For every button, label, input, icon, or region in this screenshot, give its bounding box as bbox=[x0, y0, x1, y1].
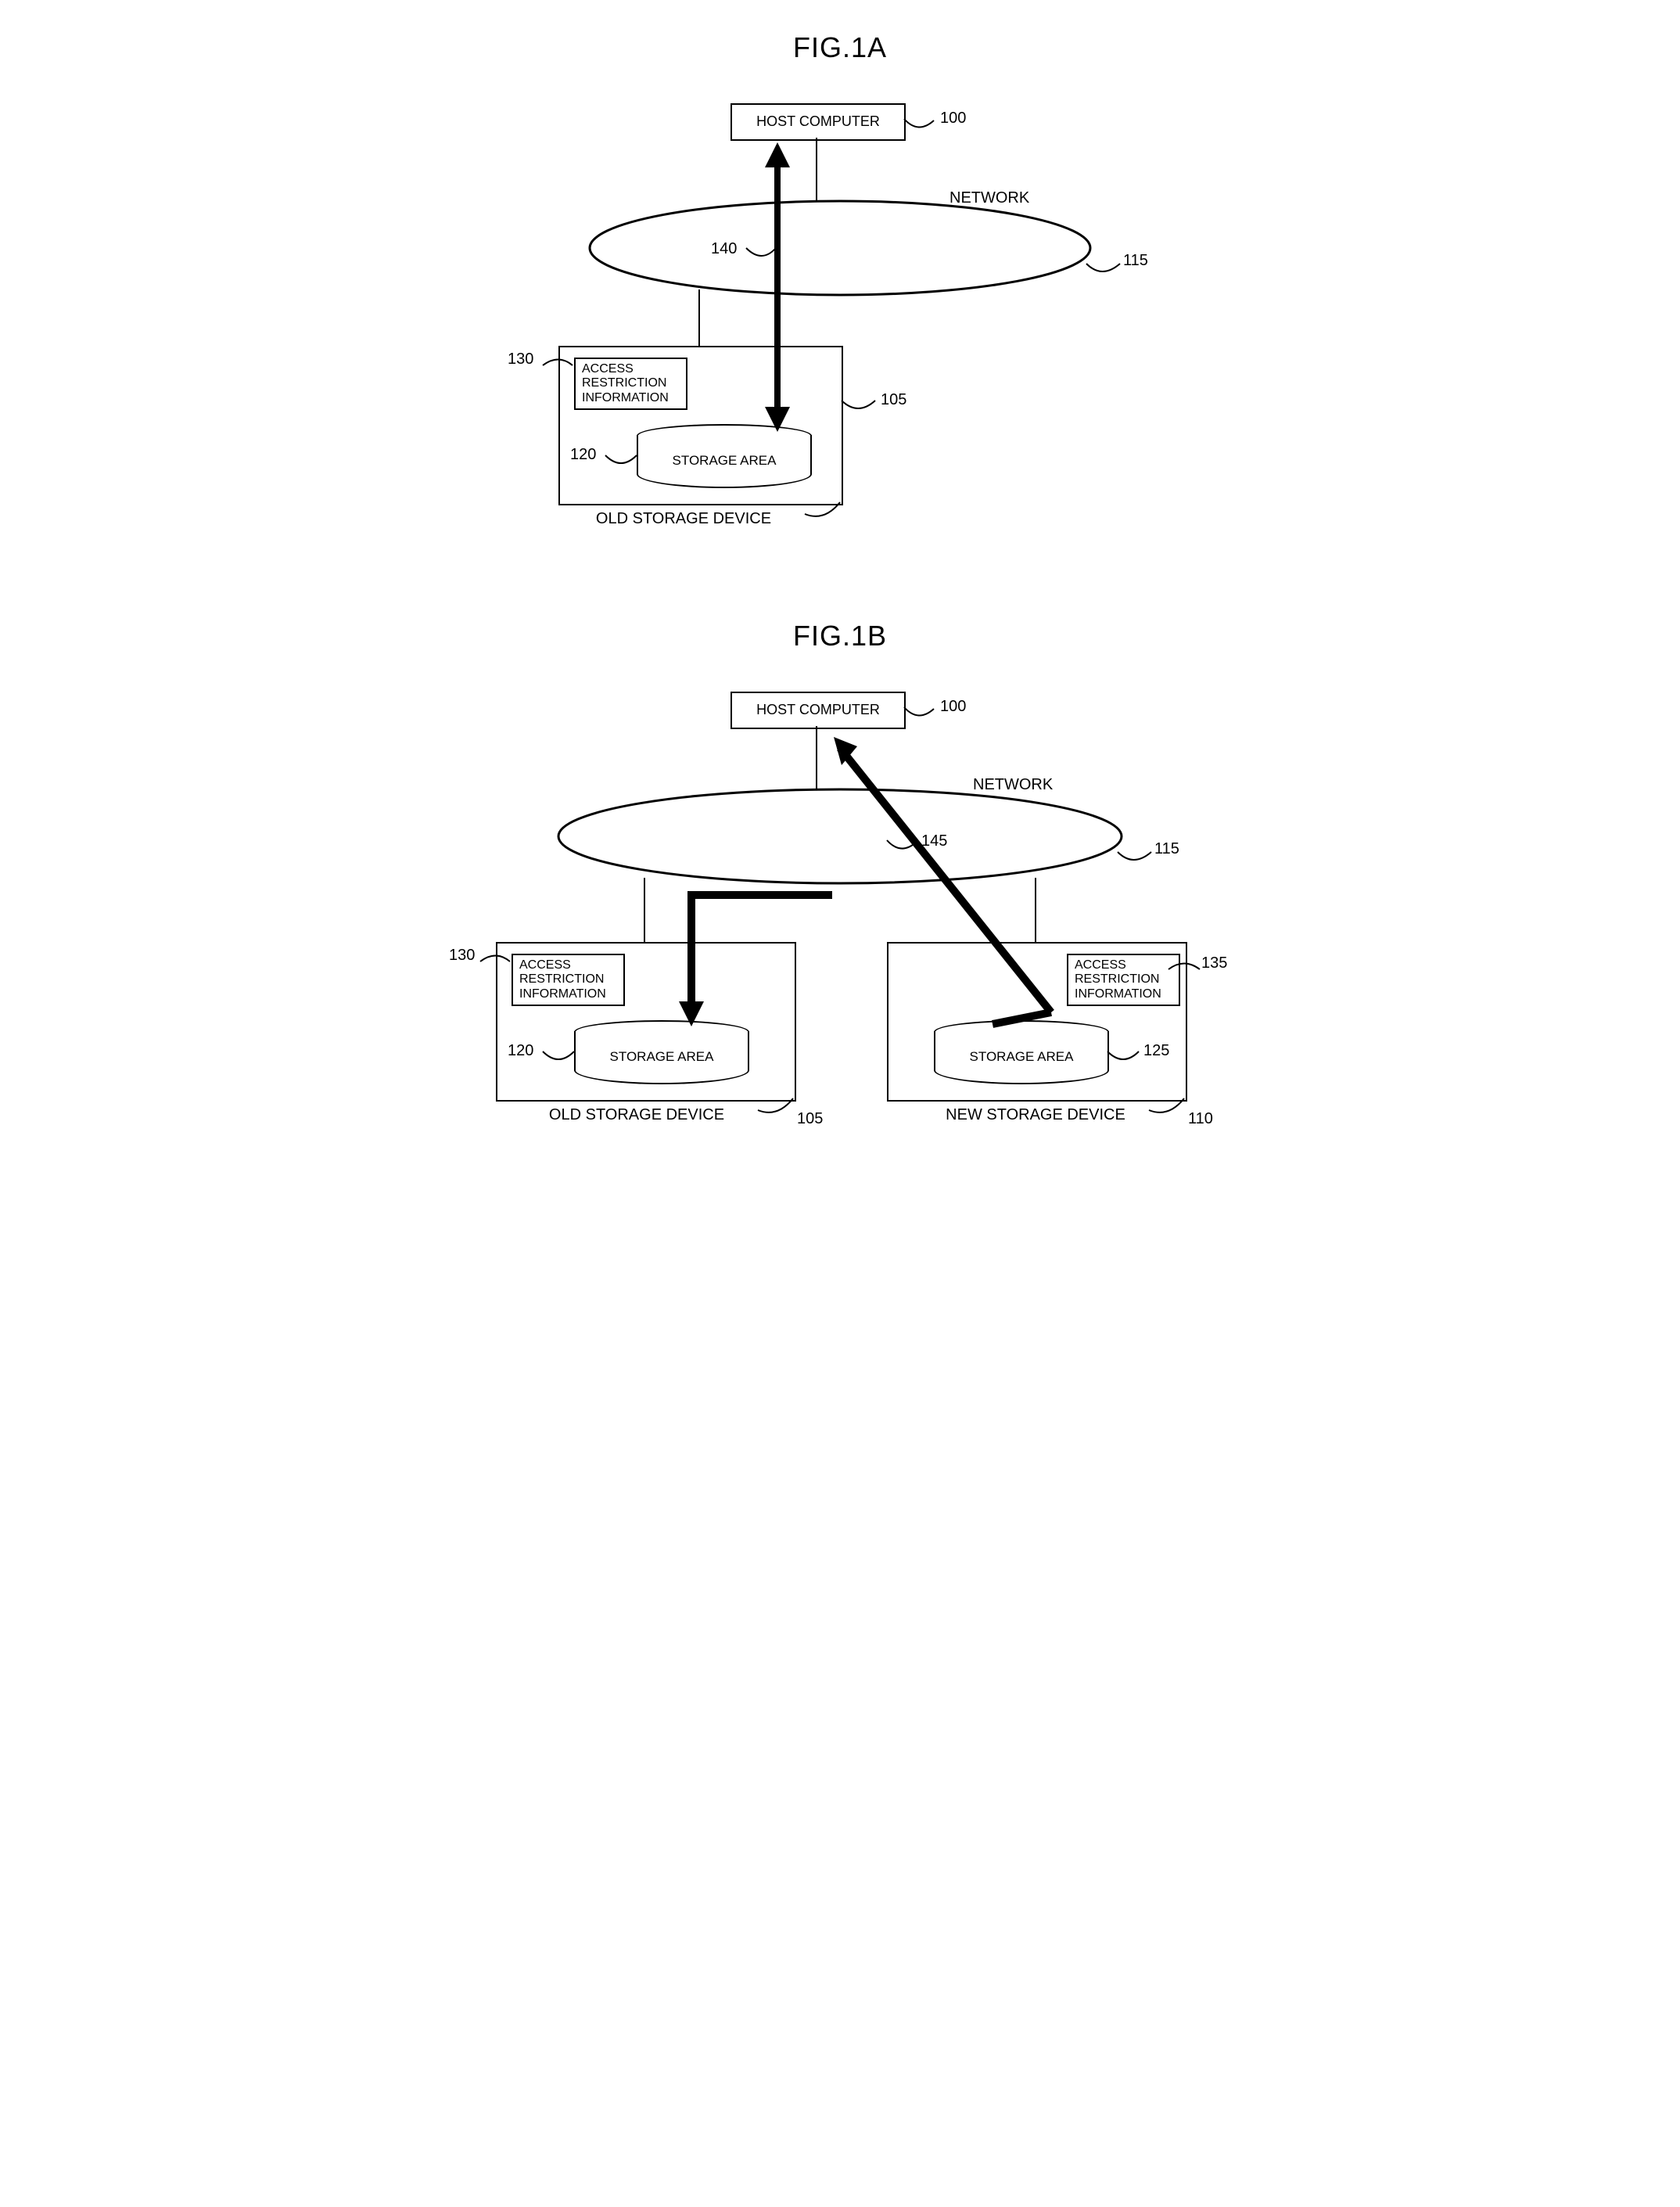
access-restriction-label-new-b: ACCESS RESTRICTION INFORMATION bbox=[1075, 958, 1161, 1001]
ref-105-b: 105 bbox=[797, 1110, 823, 1128]
old-device-caption-b: OLD STORAGE DEVICE bbox=[527, 1106, 746, 1124]
ref-110-b: 110 bbox=[1188, 1110, 1213, 1128]
access-restriction-box-new-b: ACCESS RESTRICTION INFORMATION bbox=[1067, 954, 1180, 1006]
host-computer-label: HOST COMPUTER bbox=[756, 113, 880, 131]
host-computer-box: HOST COMPUTER bbox=[731, 103, 906, 141]
network-label: NETWORK bbox=[949, 189, 1029, 207]
access-restriction-label: ACCESS RESTRICTION INFORMATION bbox=[582, 362, 669, 404]
host-computer-box-b: HOST COMPUTER bbox=[731, 692, 906, 729]
figure-b-svg bbox=[449, 676, 1231, 1177]
figure-a-title: FIG.1A bbox=[31, 31, 1649, 64]
ref-105: 105 bbox=[881, 391, 906, 409]
ref-115-b: 115 bbox=[1154, 840, 1179, 858]
ref-120: 120 bbox=[570, 446, 596, 464]
ref-145-b: 145 bbox=[921, 832, 947, 850]
ref-135-b: 135 bbox=[1201, 954, 1227, 972]
ref-130: 130 bbox=[508, 350, 533, 368]
network-label-b: NETWORK bbox=[973, 776, 1053, 794]
storage-area-cylinder-new-b: STORAGE AREA bbox=[934, 1020, 1106, 1083]
storage-area-label: STORAGE AREA bbox=[673, 453, 777, 469]
storage-area-label-old-b: STORAGE AREA bbox=[610, 1049, 714, 1065]
figure-b: FIG.1B HOST COMPUTER ACCESS RESTRICTION … bbox=[31, 620, 1649, 1177]
host-computer-label-b: HOST COMPUTER bbox=[756, 702, 880, 719]
storage-area-label-new-b: STORAGE AREA bbox=[970, 1049, 1074, 1065]
access-restriction-box: ACCESS RESTRICTION INFORMATION bbox=[574, 358, 687, 410]
ref-100-b: 100 bbox=[940, 698, 966, 716]
figure-b-canvas: HOST COMPUTER ACCESS RESTRICTION INFORMA… bbox=[449, 676, 1231, 1177]
ref-130-b: 130 bbox=[449, 947, 475, 965]
ref-120-b: 120 bbox=[508, 1042, 533, 1060]
old-device-caption: OLD STORAGE DEVICE bbox=[574, 510, 793, 528]
access-restriction-box-old-b: ACCESS RESTRICTION INFORMATION bbox=[512, 954, 625, 1006]
ref-100: 100 bbox=[940, 110, 966, 128]
figure-a-canvas: HOST COMPUTER ACCESS RESTRICTION INFORMA… bbox=[449, 88, 1231, 557]
storage-area-cylinder-old-b: STORAGE AREA bbox=[574, 1020, 746, 1083]
ref-115: 115 bbox=[1123, 252, 1148, 270]
figure-a: FIG.1A HOST COMPUTER ACCESS RESTRICTION … bbox=[31, 31, 1649, 557]
storage-area-cylinder: STORAGE AREA bbox=[637, 424, 809, 487]
new-device-caption-b: NEW STORAGE DEVICE bbox=[926, 1106, 1145, 1124]
ref-140: 140 bbox=[711, 240, 737, 258]
ref-125-b: 125 bbox=[1143, 1042, 1169, 1060]
figure-b-title: FIG.1B bbox=[31, 620, 1649, 652]
access-restriction-label-old-b: ACCESS RESTRICTION INFORMATION bbox=[519, 958, 606, 1001]
